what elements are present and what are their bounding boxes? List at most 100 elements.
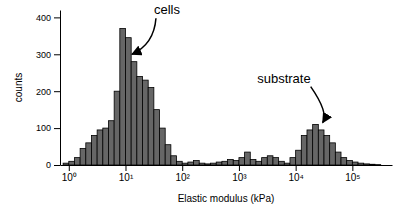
histogram-bar — [369, 164, 375, 165]
histogram-bar — [347, 161, 353, 165]
histogram-bar — [233, 161, 239, 165]
x-tick: 10⁰ — [62, 165, 77, 183]
x-axis-title: Elastic modulus (kPa) — [178, 193, 275, 204]
x-axis: 10⁰ 10¹ 10² 10³ 10⁴ 10⁵ — [61, 165, 393, 183]
histogram-bar — [137, 76, 143, 165]
histogram-bar — [256, 161, 262, 165]
histogram-bar — [160, 128, 166, 165]
histogram-bar — [335, 152, 341, 165]
histogram-bar — [352, 162, 358, 165]
histogram-bar — [143, 80, 149, 165]
y-tick: 0 — [46, 160, 60, 170]
y-tick-label: 400 — [36, 13, 51, 23]
y-tick: 400 — [36, 13, 60, 23]
histogram-bar — [284, 163, 290, 165]
x-tick-mark — [296, 165, 297, 171]
y-tick: 100 — [36, 123, 60, 133]
x-tick: 10¹ — [119, 165, 134, 183]
histogram-bar — [245, 152, 251, 165]
bars — [63, 28, 381, 165]
histogram-bar — [74, 158, 80, 165]
histogram-bar — [114, 91, 120, 165]
y-tick-mark — [54, 128, 60, 129]
histogram-bar — [273, 158, 279, 165]
histogram-bar — [375, 164, 381, 165]
y-tick: 300 — [36, 50, 60, 60]
histogram-bar — [330, 143, 336, 165]
y-tick-label: 0 — [46, 160, 51, 170]
histogram-bar — [358, 163, 364, 165]
x-tick: 10² — [175, 165, 190, 183]
histogram-bar — [177, 161, 183, 165]
x-tick-mark — [352, 165, 353, 171]
x-tick: 10⁴ — [288, 165, 303, 183]
y-tick: 200 — [36, 87, 60, 97]
x-tick-label: 10¹ — [119, 172, 134, 183]
histogram-bar — [194, 161, 200, 165]
y-tick-mark — [54, 91, 60, 92]
histogram-bar — [131, 62, 137, 165]
x-tick: 10³ — [232, 165, 247, 183]
histogram-bar — [80, 148, 86, 165]
histogram-bar — [228, 159, 234, 165]
x-tick-mark — [239, 165, 240, 171]
x-tick-label: 10⁴ — [288, 172, 303, 183]
histogram-bar — [171, 156, 177, 165]
histogram-bar — [108, 121, 114, 165]
y-axis-line — [60, 11, 61, 166]
annotation-arrow — [311, 87, 325, 123]
x-tick-mark — [125, 165, 126, 171]
x-axis-line — [61, 165, 393, 166]
histogram-bar — [216, 162, 222, 165]
plot: 10⁰ 10¹ 10² 10³ 10⁴ 10⁵ 0 100 200 300 400 cells subs… — [36, 2, 393, 183]
histogram-bar — [205, 164, 211, 165]
histogram-bar — [188, 162, 194, 165]
histogram-bar — [307, 130, 313, 165]
histogram-bar — [318, 130, 324, 165]
histogram-bar — [222, 161, 228, 165]
histogram-bar — [63, 163, 69, 165]
y-tick-mark — [54, 165, 60, 166]
x-tick-mark — [182, 165, 183, 171]
histogram-bar — [296, 150, 302, 165]
x-tick-label: 10² — [175, 172, 190, 183]
histogram-bar — [262, 158, 268, 165]
histogram-bar — [341, 158, 347, 165]
histogram-bar — [211, 163, 217, 165]
annotation-label: cells — [154, 2, 181, 17]
histogram-bar — [250, 159, 256, 165]
histogram-bar — [69, 161, 75, 165]
x-tick-label: 10⁵ — [345, 172, 360, 183]
histogram-bar — [148, 88, 154, 166]
histogram-bar — [301, 135, 307, 165]
histogram-bar — [199, 163, 205, 165]
annotations: cells substrate — [132, 2, 324, 122]
histogram-bar — [182, 163, 188, 165]
annotation-label: substrate — [257, 71, 310, 86]
y-axis-title: counts — [13, 73, 24, 102]
x-tick: 10⁵ — [345, 165, 360, 183]
histogram-bar — [86, 143, 92, 165]
x-tick-mark — [69, 165, 70, 171]
histogram-bar — [313, 124, 319, 165]
histogram-bar — [91, 135, 97, 165]
histogram-bar — [239, 158, 245, 165]
histogram-bar — [125, 38, 131, 165]
x-tick-label: 10⁰ — [62, 172, 77, 183]
histogram-bar — [364, 164, 370, 165]
annotation-arrow — [132, 18, 156, 54]
x-tick-label: 10³ — [232, 172, 247, 183]
histogram-bar — [279, 161, 285, 165]
y-axis: 0 100 200 300 400 — [36, 11, 61, 171]
y-tick-label: 300 — [36, 50, 51, 60]
y-tick-mark — [54, 17, 60, 18]
histogram-bar — [120, 28, 126, 165]
histogram-bar — [165, 145, 171, 165]
histogram-bar — [97, 130, 103, 165]
y-tick-label: 200 — [36, 87, 51, 97]
histogram-bar — [103, 128, 109, 165]
chart: 10⁰ 10¹ 10² 10³ 10⁴ 10⁵ 0 100 200 300 400 cells subs… — [0, 0, 400, 210]
histogram-bar — [324, 135, 330, 165]
y-tick-label: 100 — [36, 123, 51, 133]
histogram-bar — [154, 110, 160, 165]
